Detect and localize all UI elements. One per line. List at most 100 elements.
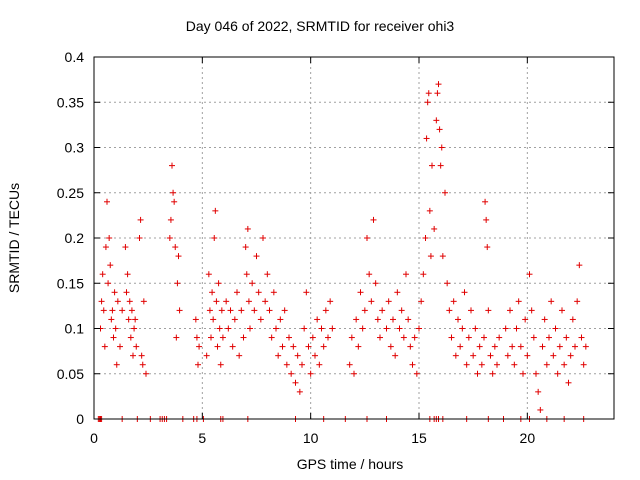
data-point	[283, 361, 290, 368]
x-tick-label: 0	[90, 430, 98, 446]
data-point	[434, 90, 441, 97]
data-point	[139, 361, 146, 368]
data-point	[130, 352, 136, 359]
data-points	[95, 81, 589, 422]
data-point	[423, 135, 430, 142]
data-point	[193, 334, 200, 341]
data-point	[322, 307, 329, 314]
data-point	[299, 361, 305, 368]
data-point	[405, 316, 412, 323]
y-tick-label: 0.35	[57, 94, 84, 110]
data-point	[361, 307, 368, 314]
data-point	[107, 262, 114, 269]
data-point	[279, 343, 286, 350]
data-point	[418, 298, 425, 305]
x-tick-label: 20	[520, 430, 536, 446]
data-point	[114, 298, 121, 305]
y-tick-label: 0.05	[57, 366, 84, 382]
data-point	[427, 253, 434, 260]
data-point	[123, 289, 130, 296]
data-point	[513, 325, 520, 332]
data-point	[481, 334, 487, 341]
data-point	[175, 253, 182, 260]
data-point	[213, 298, 220, 305]
data-point	[411, 334, 418, 341]
data-point	[424, 99, 431, 106]
data-point	[487, 352, 494, 359]
data-point	[136, 235, 143, 241]
data-point	[166, 235, 173, 241]
data-point	[444, 280, 451, 287]
data-point	[407, 343, 414, 350]
data-point	[436, 126, 443, 133]
data-point	[387, 343, 394, 350]
data-point	[112, 325, 119, 332]
data-point	[457, 343, 464, 350]
data-point	[99, 271, 106, 278]
data-point	[452, 352, 459, 359]
data-point	[262, 298, 269, 305]
data-point	[535, 388, 542, 395]
data-point	[567, 352, 574, 359]
y-tick-label: 0.15	[57, 275, 84, 291]
data-point	[435, 81, 442, 88]
data-point	[472, 325, 479, 332]
data-point	[245, 298, 252, 305]
data-point	[206, 307, 213, 314]
data-point	[132, 316, 139, 323]
data-point	[247, 325, 253, 332]
data-point	[565, 379, 572, 386]
data-point	[314, 316, 321, 323]
data-point	[111, 289, 118, 296]
data-point	[420, 271, 427, 278]
data-point	[225, 325, 232, 332]
data-point	[403, 271, 409, 278]
data-point	[167, 216, 174, 223]
data-point	[509, 343, 516, 350]
data-point	[578, 334, 585, 341]
data-point	[309, 334, 316, 341]
data-point	[231, 316, 238, 323]
data-point	[329, 325, 336, 332]
data-point	[546, 334, 552, 341]
data-point	[530, 334, 537, 341]
data-point	[275, 352, 282, 359]
chart-title: Day 046 of 2022, SRMTID for receiver ohi…	[185, 18, 455, 34]
data-point	[470, 352, 477, 359]
data-point	[364, 235, 370, 241]
data-point	[413, 370, 420, 377]
data-point	[192, 316, 199, 323]
data-point	[385, 298, 392, 305]
data-point	[143, 370, 149, 377]
data-point	[425, 90, 432, 97]
data-point	[281, 307, 288, 314]
data-point	[100, 307, 107, 314]
data-point	[301, 325, 308, 332]
y-tick-label: 0.3	[65, 140, 85, 156]
data-point	[223, 298, 230, 305]
data-point	[468, 307, 474, 314]
data-point	[437, 162, 444, 169]
data-point	[351, 370, 357, 377]
data-point	[455, 316, 461, 323]
data-point	[450, 298, 457, 305]
data-point	[273, 325, 279, 332]
data-point	[368, 298, 375, 305]
data-point	[433, 117, 440, 124]
y-tick-label: 0.1	[65, 321, 85, 337]
data-point	[257, 316, 264, 323]
data-point	[482, 198, 489, 205]
data-point	[554, 370, 561, 377]
data-point	[294, 352, 301, 359]
data-point	[305, 343, 312, 350]
data-point	[176, 307, 183, 314]
data-point	[507, 307, 513, 314]
data-point	[253, 253, 260, 260]
data-point	[580, 361, 587, 368]
data-point	[174, 280, 181, 287]
data-point	[576, 262, 583, 269]
data-point	[243, 271, 250, 278]
data-point	[286, 334, 292, 341]
data-point	[266, 307, 273, 314]
